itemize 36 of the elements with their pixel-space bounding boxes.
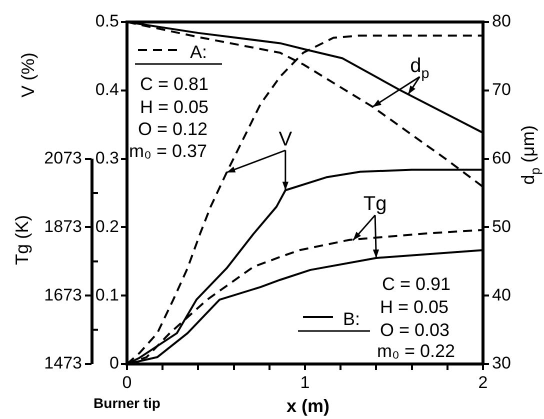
y2-axis-title: dp (μm) bbox=[518, 125, 542, 185]
y3-tick-label: 1673 bbox=[44, 285, 82, 304]
y2-tick-label: 50 bbox=[492, 216, 511, 236]
text: Burner tip bbox=[94, 395, 160, 411]
y-tick-label: 0 bbox=[110, 354, 119, 373]
y3-tick-label: 1473 bbox=[44, 354, 82, 373]
y2-tick-label: 40 bbox=[492, 285, 511, 304]
y2-tick-label: 80 bbox=[492, 12, 511, 31]
annotation: m₀ = 0.37 bbox=[129, 141, 208, 161]
y3-tick-label: 2073 bbox=[44, 148, 82, 168]
y-tick-label: 0.2 bbox=[95, 216, 119, 236]
y2-tick-label: 60 bbox=[492, 148, 511, 168]
annotation: C = 0.81 bbox=[140, 74, 209, 94]
y-axis-title: V (%) bbox=[18, 52, 38, 98]
annotation: V bbox=[278, 128, 293, 150]
y-tick-label: 0.5 bbox=[95, 12, 119, 31]
y-tick-label: 0.1 bbox=[95, 285, 119, 304]
annotation: m₀ = 0.22 bbox=[377, 341, 456, 361]
y-tick-label: 0.3 bbox=[95, 148, 119, 168]
x-axis-title: x (m) bbox=[286, 396, 330, 416]
x-tick-label: 2 bbox=[478, 372, 488, 392]
x-tick-label: 1 bbox=[300, 372, 310, 392]
annotation: H = 0.05 bbox=[140, 97, 209, 117]
annotation: O = 0.03 bbox=[380, 320, 450, 340]
annotation: A: bbox=[190, 42, 208, 62]
annotation: O = 0.12 bbox=[138, 119, 208, 139]
y2-tick-label: 30 bbox=[492, 354, 511, 373]
y3-axis-title: Tg (K) bbox=[12, 214, 32, 265]
x-tick-label: 0 bbox=[122, 372, 132, 392]
annotation: C = 0.91 bbox=[382, 274, 451, 294]
annotation: H = 0.05 bbox=[380, 297, 449, 317]
y3-tick-label: 1873 bbox=[44, 216, 82, 236]
y2-tick-label: 70 bbox=[492, 80, 511, 100]
annotation: B: bbox=[343, 309, 360, 329]
y-tick-label: 0.4 bbox=[95, 80, 119, 100]
annotation: Tg bbox=[363, 193, 387, 216]
